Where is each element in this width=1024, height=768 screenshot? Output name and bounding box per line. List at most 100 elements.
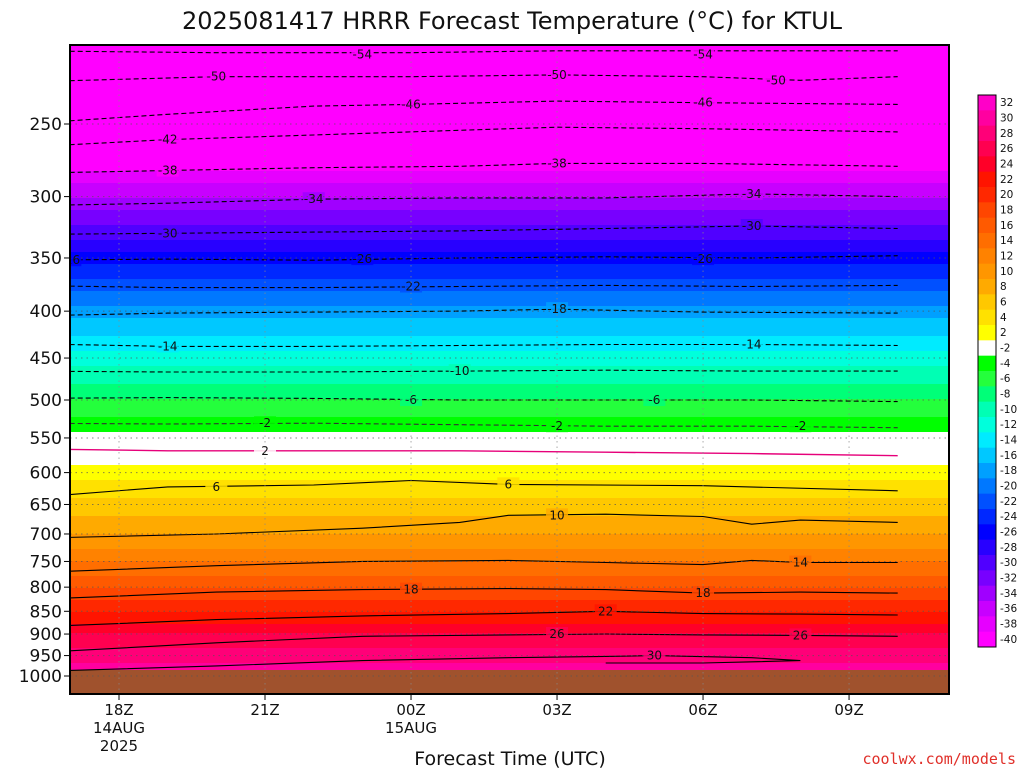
temperature-band — [70, 564, 949, 568]
temperature-band — [70, 207, 949, 211]
contour-label: -26 — [61, 253, 81, 267]
temperature-band — [70, 123, 949, 127]
temperature-band — [70, 537, 949, 541]
temperature-band — [70, 210, 949, 214]
colorbar-swatch — [978, 248, 996, 265]
temperature-band — [70, 567, 949, 571]
plot-frame — [69, 44, 950, 695]
colorbar-label: 12 — [1000, 251, 1013, 263]
temperature-band — [70, 147, 949, 151]
temperature-band — [70, 552, 949, 556]
y-tick-label: 250 — [30, 115, 62, 135]
chart-title: 2025081417 HRRR Forecast Temperature (°C… — [182, 7, 843, 35]
colorbar-label: 32 — [1000, 97, 1013, 109]
temperature-band — [70, 432, 949, 436]
y-tick-label: 400 — [30, 302, 62, 322]
contour-label: -26 — [693, 252, 713, 266]
contour-label: -34 — [304, 192, 324, 206]
contour-label: 22 — [598, 604, 613, 618]
contour-label: -30 — [742, 219, 762, 233]
colorbar-label: -34 — [1000, 588, 1017, 600]
colorbar-swatch — [978, 156, 996, 173]
contour-label-bg — [546, 156, 569, 170]
temperature-band — [70, 297, 949, 301]
temperature-band — [70, 201, 949, 205]
temperature-band — [70, 399, 949, 403]
contour-label: -42 — [158, 133, 178, 147]
x-tick-label: 18Z — [104, 701, 133, 719]
contour-label-bg — [740, 337, 763, 351]
y-tick-label: 600 — [30, 464, 62, 484]
temperature-band — [70, 192, 949, 196]
y-tick-label: 750 — [30, 552, 62, 572]
temperature-band — [70, 570, 949, 574]
colorbar-swatch — [978, 340, 996, 357]
temperature-band — [70, 171, 949, 175]
temperature-band — [70, 582, 949, 586]
contour-label-bg — [156, 339, 179, 353]
colorbar-swatch — [978, 125, 996, 142]
contour-label-bg — [546, 302, 569, 316]
temperature-band — [70, 378, 949, 382]
temperature-band — [70, 252, 949, 256]
temperature-band — [70, 555, 949, 559]
temperature-band — [70, 195, 949, 199]
temperature-band — [70, 354, 949, 358]
contour-label: -22 — [401, 280, 421, 294]
temperature-band — [70, 54, 949, 58]
temperature-band — [70, 624, 949, 628]
colorbar-swatch — [978, 631, 996, 648]
contour-label: -50 — [207, 70, 227, 84]
temperature-band — [70, 138, 949, 142]
temperature-band — [70, 288, 949, 292]
colorbar-label: 20 — [1000, 189, 1013, 201]
temperature-band — [70, 72, 949, 76]
contour-label: -2 — [794, 419, 806, 433]
temperature-band — [70, 366, 949, 370]
temperature-band — [70, 336, 949, 340]
temperature-band — [70, 561, 949, 565]
temperature-band — [70, 369, 949, 373]
x-tick-label: 00Z — [396, 701, 425, 719]
temperature-band — [70, 117, 949, 121]
x-tick-label: 14AUG — [93, 719, 145, 737]
temperature-band — [70, 219, 949, 223]
temperature-band — [70, 585, 949, 589]
temperature-band — [70, 606, 949, 610]
colorbar-label: -10 — [1000, 404, 1017, 416]
contour-label: -54 — [693, 48, 713, 62]
temperature-band — [70, 57, 949, 61]
temperature-band — [70, 660, 949, 664]
temperature-band — [70, 411, 949, 415]
contour-label-bg — [156, 163, 179, 177]
temperature-band — [70, 429, 949, 433]
colorbar-swatch — [978, 432, 996, 449]
credit-text[interactable]: coolwx.com/models — [862, 750, 1016, 768]
colorbar-label: -18 — [1000, 465, 1017, 477]
contour-label: -54 — [353, 48, 373, 62]
contour-label: 10 — [549, 508, 564, 522]
temperature-band — [70, 465, 949, 469]
temperature-band — [70, 447, 949, 451]
colorbar-swatch — [978, 95, 996, 111]
contour-line — [70, 50, 898, 54]
colorbar-label: 16 — [1000, 220, 1014, 232]
temperature-band — [70, 291, 949, 295]
contour-label: 18 — [695, 586, 710, 600]
colorbar-legend: 32 30 28 26 24 22 20 18 16 14 12 10 8 6 4 2 -2 -4 -6 -8 -10 -… — [977, 94, 1017, 648]
temperature-band — [70, 438, 949, 442]
y-tick-label: 450 — [30, 349, 62, 369]
temperature-band — [70, 372, 949, 376]
temperature-band — [70, 396, 949, 400]
colorbar-label: -2 — [1000, 343, 1010, 355]
colorbar-label: -28 — [1000, 542, 1017, 554]
temperature-band — [70, 306, 949, 310]
temperature-band — [70, 78, 949, 82]
temperature-band — [70, 348, 949, 352]
temperature-band — [70, 93, 949, 97]
temperature-band — [70, 468, 949, 472]
contour-label-bg — [302, 192, 325, 206]
temperature-band — [70, 543, 949, 547]
grid-lines — [70, 45, 949, 694]
